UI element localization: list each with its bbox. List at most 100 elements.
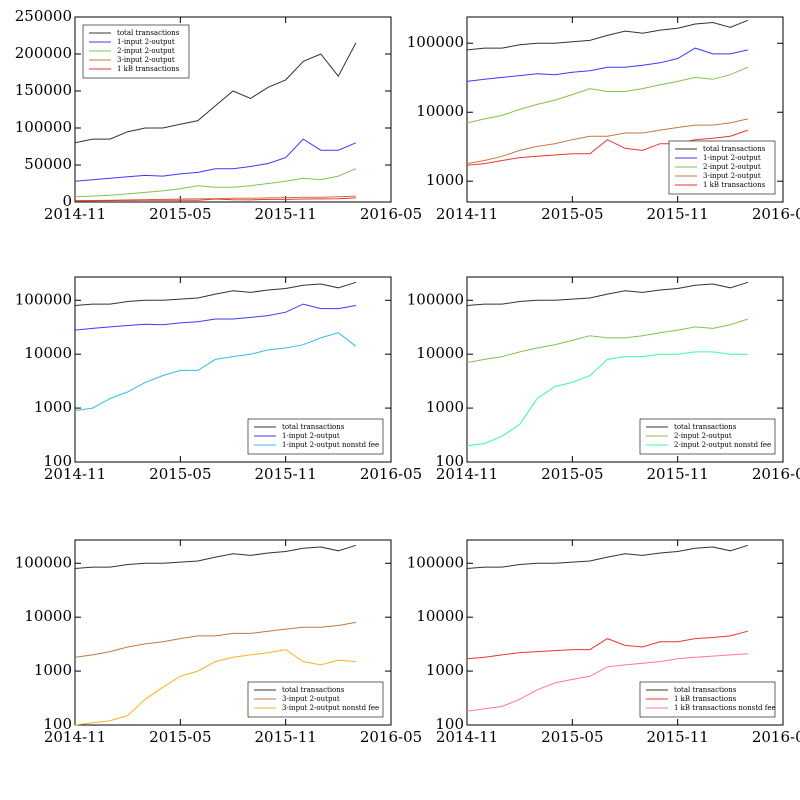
x-tick-label: 2014-11: [44, 465, 106, 483]
series-line: [74, 544, 357, 569]
x-tick-label: 2016-05: [360, 728, 422, 746]
x-tick-label: 2015-05: [149, 728, 211, 746]
legend-label: 1 kB transactions: [674, 695, 737, 703]
x-tick-label: 2014-11: [44, 728, 106, 746]
x-tick-label: 2016-05: [752, 728, 800, 746]
plot-frame: [466, 276, 784, 463]
series-line: [74, 42, 357, 144]
x-tick-label: 2015-05: [541, 728, 603, 746]
y-tick-label: 100000: [15, 118, 72, 136]
x-tick-label: 2015-05: [149, 465, 211, 483]
series-line: [466, 318, 749, 363]
y-tick-label: 150000: [15, 81, 72, 99]
legend-label: 1-input 2-output: [117, 38, 175, 46]
y-tick-label: 250000: [15, 7, 72, 25]
x-tick-label: 2015-11: [646, 465, 708, 483]
legend-label: 1 kB transactions: [703, 181, 766, 189]
y-tick-label: 1000: [426, 171, 464, 189]
legend-label: 2-input 2-output: [117, 47, 175, 55]
legend-label: 1 kB transactions: [117, 65, 180, 73]
x-tick-label: 2014-11: [436, 728, 498, 746]
series-line: [466, 653, 748, 712]
legend-label: 3-input 2-output: [703, 172, 761, 180]
plot-frame: [466, 16, 784, 203]
series-line: [466, 281, 749, 306]
x-tick-label: 2016-05: [360, 465, 422, 483]
y-tick-label: 100000: [407, 33, 464, 51]
x-tick-label: 2016-05: [360, 205, 422, 223]
series-line: [74, 138, 357, 182]
y-tick-label: 1000: [34, 661, 72, 679]
series-line: [74, 649, 356, 726]
legend-label: 1 kB transactions nonstd fee: [674, 704, 776, 712]
subplot: 0 50000 100000 150000 200000 250000 2014-11 201…: [15, 7, 422, 223]
legend-label: 3-input 2-output: [282, 695, 340, 703]
y-tick-label: 1000: [34, 398, 72, 416]
y-tick-label: 10000: [24, 344, 72, 362]
series-line: [466, 19, 749, 51]
series-line: [74, 332, 357, 412]
x-tick-label: 2016-05: [752, 465, 800, 483]
y-tick-label: 10000: [416, 607, 464, 625]
legend-label: total transactions: [703, 145, 766, 153]
legend-label: total transactions: [674, 423, 737, 431]
series-line: [466, 66, 749, 124]
subplot: 100 1000 10000 100000 2014-11 2015-05 2015-11 2…: [407, 539, 800, 746]
legend-label: 1-input 2-output: [703, 154, 761, 162]
plot-frame: [466, 539, 784, 726]
x-tick-label: 2015-11: [254, 465, 316, 483]
plot-frame: [74, 276, 392, 463]
legend-label: total transactions: [282, 686, 345, 694]
x-tick-label: 2015-05: [149, 205, 211, 223]
series-line: [466, 544, 749, 569]
legend-label: 2-input 2-output: [674, 432, 732, 440]
y-tick-label: 100000: [15, 553, 72, 571]
y-tick-label: 100: [435, 715, 464, 733]
y-tick-label: 100: [43, 715, 72, 733]
series-line: [466, 129, 749, 166]
x-tick-label: 2014-11: [436, 465, 498, 483]
x-tick-label: 2015-11: [646, 728, 708, 746]
legend-label: total transactions: [282, 423, 345, 431]
legend-label: 2-input 2-output: [703, 163, 761, 171]
series-line: [75, 197, 356, 202]
subplot: 100 1000 10000 100000 2014-11 2015-05 2015-11 2…: [407, 276, 800, 483]
x-tick-label: 2015-11: [254, 205, 316, 223]
y-tick-label: 200000: [15, 44, 72, 62]
y-tick-label: 100000: [407, 290, 464, 308]
y-tick-label: 1000: [426, 661, 464, 679]
y-tick-label: 10000: [24, 607, 72, 625]
x-tick-label: 2015-11: [646, 205, 708, 223]
legend-label: 2-input 2-output nonstd fee: [674, 441, 771, 449]
y-tick-label: 1000: [426, 398, 464, 416]
x-tick-label: 2015-05: [541, 465, 603, 483]
legend-box: [247, 418, 384, 455]
subplot: 1000 10000 100000 2014-11 2015-05 2015-11 2016…: [407, 16, 800, 223]
y-tick-label: 0: [62, 192, 72, 210]
y-tick-label: 100000: [15, 290, 72, 308]
x-tick-label: 2016-05: [752, 205, 800, 223]
y-tick-label: 10000: [416, 344, 464, 362]
legend-label: total transactions: [117, 29, 180, 37]
y-tick-label: 100000: [407, 553, 464, 571]
legend-label: total transactions: [674, 686, 737, 694]
series-line: [74, 281, 357, 306]
series-line: [74, 303, 356, 331]
x-tick-label: 2015-05: [541, 205, 603, 223]
x-tick-label: 2014-11: [44, 205, 106, 223]
series-line: [466, 351, 748, 447]
legend-label: 3-input 2-output: [117, 56, 175, 64]
x-tick-label: 2015-11: [254, 728, 316, 746]
subplot: 100 1000 10000 100000 2014-11 2015-05 2015-11 2…: [15, 539, 422, 746]
y-tick-label: 10000: [416, 102, 464, 120]
y-tick-label: 100: [43, 452, 72, 470]
y-tick-label: 100: [435, 452, 464, 470]
series-line: [466, 47, 749, 82]
plot-frame: [74, 16, 392, 203]
